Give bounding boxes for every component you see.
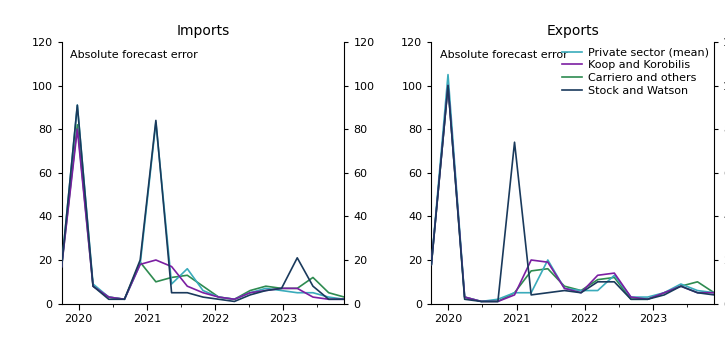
Title: Imports: Imports xyxy=(176,24,230,38)
Title: Exports: Exports xyxy=(547,24,599,38)
Text: Absolute forecast error: Absolute forecast error xyxy=(440,50,568,60)
Text: Absolute forecast error: Absolute forecast error xyxy=(70,50,198,60)
Legend: Private sector (mean), Koop and Korobilis, Carriero and others, Stock and Watson: Private sector (mean), Koop and Korobili… xyxy=(562,47,708,96)
